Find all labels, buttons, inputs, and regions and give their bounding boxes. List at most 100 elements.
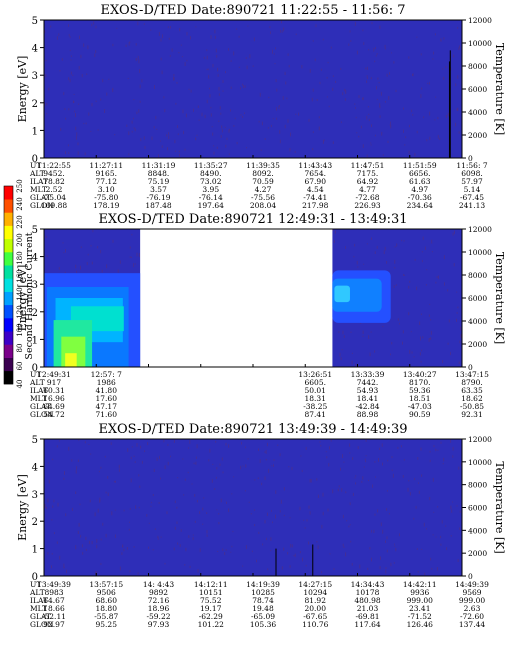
noise-speck bbox=[362, 330, 364, 334]
noise-speck bbox=[160, 536, 162, 538]
noise-speck bbox=[97, 508, 99, 513]
noise-speck bbox=[188, 88, 190, 90]
noise-speck bbox=[299, 551, 301, 554]
noise-speck bbox=[152, 494, 154, 497]
noise-speck bbox=[377, 509, 379, 513]
noise-speck bbox=[228, 48, 229, 51]
noise-speck bbox=[332, 141, 334, 144]
noise-speck bbox=[240, 114, 242, 116]
ephemeris-row-label: GLON bbox=[30, 410, 54, 419]
noise-speck bbox=[386, 73, 388, 77]
ephemeris-cell: -47.03 bbox=[408, 402, 432, 411]
noise-speck bbox=[421, 548, 423, 550]
noise-speck bbox=[111, 511, 113, 516]
noise-speck bbox=[178, 52, 180, 54]
noise-speck bbox=[452, 455, 454, 458]
colorbar-segment bbox=[4, 252, 13, 266]
noise-speck bbox=[153, 468, 155, 472]
noise-speck bbox=[460, 334, 462, 339]
noise-speck bbox=[217, 67, 219, 72]
colorbar-segment bbox=[4, 357, 13, 372]
noise-speck bbox=[376, 86, 377, 90]
noise-speck bbox=[287, 119, 289, 123]
noise-speck bbox=[391, 469, 393, 472]
ephemeris-row-label: ALT bbox=[29, 588, 45, 597]
noise-speck bbox=[173, 74, 175, 77]
ephemeris-row-label: GLAT bbox=[30, 193, 51, 202]
noise-speck bbox=[355, 482, 357, 485]
noise-speck bbox=[379, 566, 381, 570]
colorbar-tick-label: 200 bbox=[16, 233, 24, 246]
noise-speck bbox=[81, 74, 83, 78]
noise-speck bbox=[174, 526, 176, 530]
noise-speck bbox=[394, 246, 396, 248]
y2-tick-label: 4000 bbox=[468, 526, 487, 535]
noise-speck bbox=[431, 567, 433, 570]
ephemeris-cell: 13:47:15 bbox=[455, 370, 489, 379]
noise-speck bbox=[211, 126, 213, 128]
noise-speck bbox=[91, 103, 93, 107]
ephemeris-cell: 208.04 bbox=[250, 201, 276, 210]
noise-speck bbox=[384, 101, 386, 103]
noise-speck bbox=[443, 37, 445, 40]
noise-speck bbox=[380, 522, 382, 527]
noise-speck bbox=[366, 75, 368, 78]
noise-speck bbox=[309, 69, 311, 73]
noise-speck bbox=[139, 100, 141, 103]
noise-speck bbox=[206, 55, 208, 60]
noise-speck bbox=[222, 90, 224, 92]
ephemeris-cell: -75.56 bbox=[251, 193, 275, 202]
noise-speck bbox=[345, 89, 347, 94]
noise-speck bbox=[384, 44, 386, 49]
noise-speck bbox=[192, 534, 194, 536]
noise-speck bbox=[179, 153, 180, 157]
noise-speck bbox=[218, 120, 220, 122]
ephemeris-cell: 2.63 bbox=[464, 604, 481, 613]
ephemeris-cell: 92.97 bbox=[43, 620, 65, 629]
noise-speck bbox=[358, 135, 360, 138]
noise-speck bbox=[252, 65, 254, 67]
colorbar-segment bbox=[4, 186, 13, 200]
noise-speck bbox=[188, 535, 190, 538]
colorbar-segment bbox=[4, 278, 13, 292]
noise-speck bbox=[129, 256, 131, 258]
noise-speck bbox=[131, 446, 133, 448]
noise-speck bbox=[431, 239, 433, 244]
y-axis-label: Energy [eV] bbox=[16, 265, 29, 332]
noise-speck bbox=[80, 265, 81, 270]
noise-speck bbox=[421, 87, 423, 90]
noise-speck bbox=[328, 463, 330, 467]
noise-speck bbox=[309, 511, 311, 515]
noise-speck bbox=[238, 35, 240, 38]
colorbar-tick-label: 140 bbox=[16, 287, 24, 300]
noise-speck bbox=[154, 528, 156, 530]
ephemeris-cell: 8790. bbox=[461, 378, 482, 387]
noise-speck bbox=[371, 530, 373, 533]
noise-speck bbox=[349, 452, 351, 454]
noise-speck bbox=[342, 543, 344, 547]
noise-speck bbox=[133, 117, 134, 120]
noise-speck bbox=[270, 124, 272, 128]
noise-speck bbox=[326, 96, 328, 98]
noise-speck bbox=[243, 84, 244, 88]
noise-speck bbox=[367, 567, 369, 570]
noise-speck bbox=[384, 246, 386, 251]
noise-speck bbox=[72, 74, 74, 76]
ephemeris-cell: 18.41 bbox=[357, 394, 378, 403]
noise-speck bbox=[119, 566, 121, 571]
noise-speck bbox=[104, 109, 106, 113]
noise-speck bbox=[150, 29, 152, 31]
noise-speck bbox=[46, 507, 47, 510]
noise-speck bbox=[168, 135, 170, 140]
noise-speck bbox=[345, 246, 346, 249]
noise-speck bbox=[266, 537, 267, 541]
ephemeris-row-label: GLAT bbox=[30, 402, 51, 411]
noise-speck bbox=[386, 261, 388, 264]
noise-speck bbox=[130, 478, 132, 483]
noise-speck bbox=[405, 136, 407, 139]
noise-speck bbox=[456, 108, 458, 111]
noise-speck bbox=[332, 489, 334, 494]
ephemeris-cell: 6605. bbox=[305, 378, 326, 387]
noise-speck bbox=[193, 462, 195, 465]
